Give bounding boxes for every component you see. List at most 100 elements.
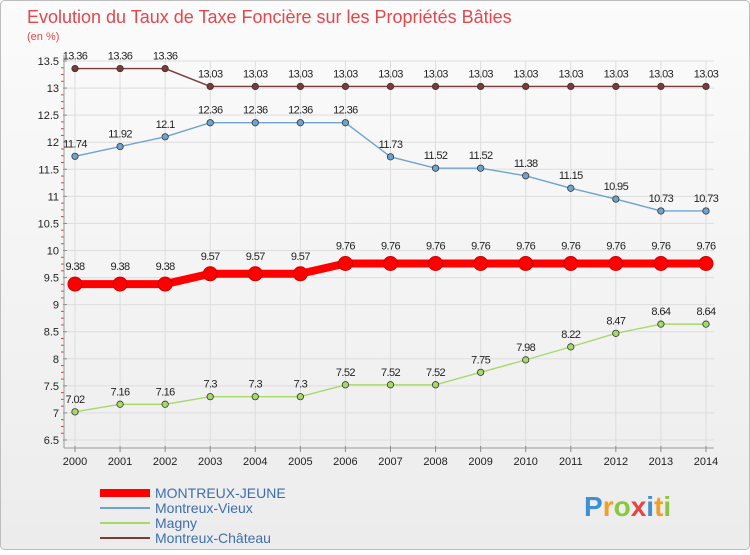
x-tick-label: 2001 [108,456,132,468]
data-label: 13.03 [468,68,493,80]
data-point [522,82,530,91]
data-label: 7.52 [336,367,355,379]
data-label: 7.52 [381,367,400,379]
data-point [477,164,485,172]
data-point [612,195,620,203]
data-label: 11.38 [514,158,538,170]
data-point [386,381,395,389]
data-label: 13.36 [108,51,133,63]
chart-title: Evolution du Taux de Taxe Foncière sur l… [27,7,512,27]
y-tick-label: 7.5 [44,381,59,393]
data-label: 13.03 [423,68,448,80]
data-point [116,64,124,73]
data-label: 9.38 [156,261,175,273]
legend: MONTREUX-JEUNEMontreux-VieuxMagnyMontreu… [100,485,286,546]
data-point [71,64,79,73]
data-point [341,119,350,127]
data-label: 9.76 [381,240,400,252]
data-label: 7.16 [156,386,175,398]
x-tick-label: 2014 [694,456,718,468]
data-label: 13.03 [243,68,268,80]
x-tick-label: 2004 [243,456,267,468]
data-label: 10.73 [694,193,719,205]
data-label: 13.03 [378,68,403,80]
data-point [657,320,665,328]
legend-label: Montreux-Vieux [155,500,253,516]
data-point [296,393,304,401]
y-tick-label: 6.5 [44,435,59,447]
data-point [112,276,128,292]
legend-label: Montreux-Château [155,530,271,546]
data-point [247,266,263,282]
y-axis-unit-label: (en %) [27,31,59,43]
y-tick-label: 8.5 [44,327,59,339]
data-point [116,400,124,408]
proxiti-logo: Proxiti [584,491,671,522]
data-label: 7.16 [111,386,130,398]
data-label: 9.76 [696,240,715,252]
data-label: 8.22 [561,329,580,341]
svg-text:Proxiti: Proxiti [584,491,671,522]
data-label: 9.57 [246,251,265,263]
data-label: 10.95 [604,181,629,193]
data-point [292,266,308,282]
data-point [337,255,353,271]
data-label: 9.57 [201,251,220,263]
data-label: 7.52 [426,367,445,379]
x-tick-label: 2002 [153,456,177,468]
data-label: 10.73 [649,193,674,205]
data-point [702,82,710,91]
x-tick-label: 2006 [333,456,357,468]
x-tick-label: 2005 [288,456,312,468]
data-label: 13.03 [198,68,223,80]
data-label: 11.52 [469,150,493,162]
data-label: 12.1 [156,119,175,131]
data-point [382,255,398,271]
data-point [206,119,214,127]
data-point [116,142,124,151]
data-point [522,356,530,364]
y-tick-label: 11.5 [38,164,59,176]
data-label: 7.02 [65,394,84,406]
data-label: 9.76 [471,240,490,252]
data-label: 7.3 [249,379,263,391]
data-point [296,82,304,91]
data-point [567,82,575,91]
data-label: 12.36 [333,105,358,117]
data-label: 7.3 [203,379,217,391]
data-label: 13.03 [333,68,358,80]
y-tick-label: 8 [53,354,59,366]
legend-label: MONTREUX-JEUNE [155,485,286,501]
data-point [477,82,485,91]
x-tick-label: 2010 [513,456,537,468]
data-label: 7.75 [471,354,490,366]
data-point [522,172,530,180]
data-label: 13.03 [288,68,313,80]
y-tick-label: 11 [48,191,59,203]
y-tick-label: 9.5 [44,273,59,285]
data-label: 11.52 [424,150,448,162]
data-point [563,255,579,271]
x-tick-label: 2003 [198,456,222,468]
data-point [608,255,624,271]
data-label: 7.98 [516,342,535,354]
data-label: 9.76 [426,240,445,252]
data-label: 12.36 [243,105,268,117]
data-point [612,329,620,337]
data-label: 13.03 [694,68,719,80]
x-tick-label: 2008 [423,456,447,468]
data-point [161,400,169,408]
data-point [71,152,79,160]
data-label: 13.03 [604,68,629,80]
data-label: 8.47 [606,315,625,327]
y-tick-label: 9 [53,300,59,312]
data-point [251,119,259,127]
data-label: 11.92 [108,129,132,141]
x-tick-label: 2007 [378,456,402,468]
y-tick-label: 12.5 [38,110,59,122]
legend-label: Magny [155,515,197,531]
data-label: 9.57 [291,251,310,263]
data-label: 12.36 [198,105,223,117]
y-tick-label: 13.5 [38,56,59,68]
data-point [657,82,665,91]
